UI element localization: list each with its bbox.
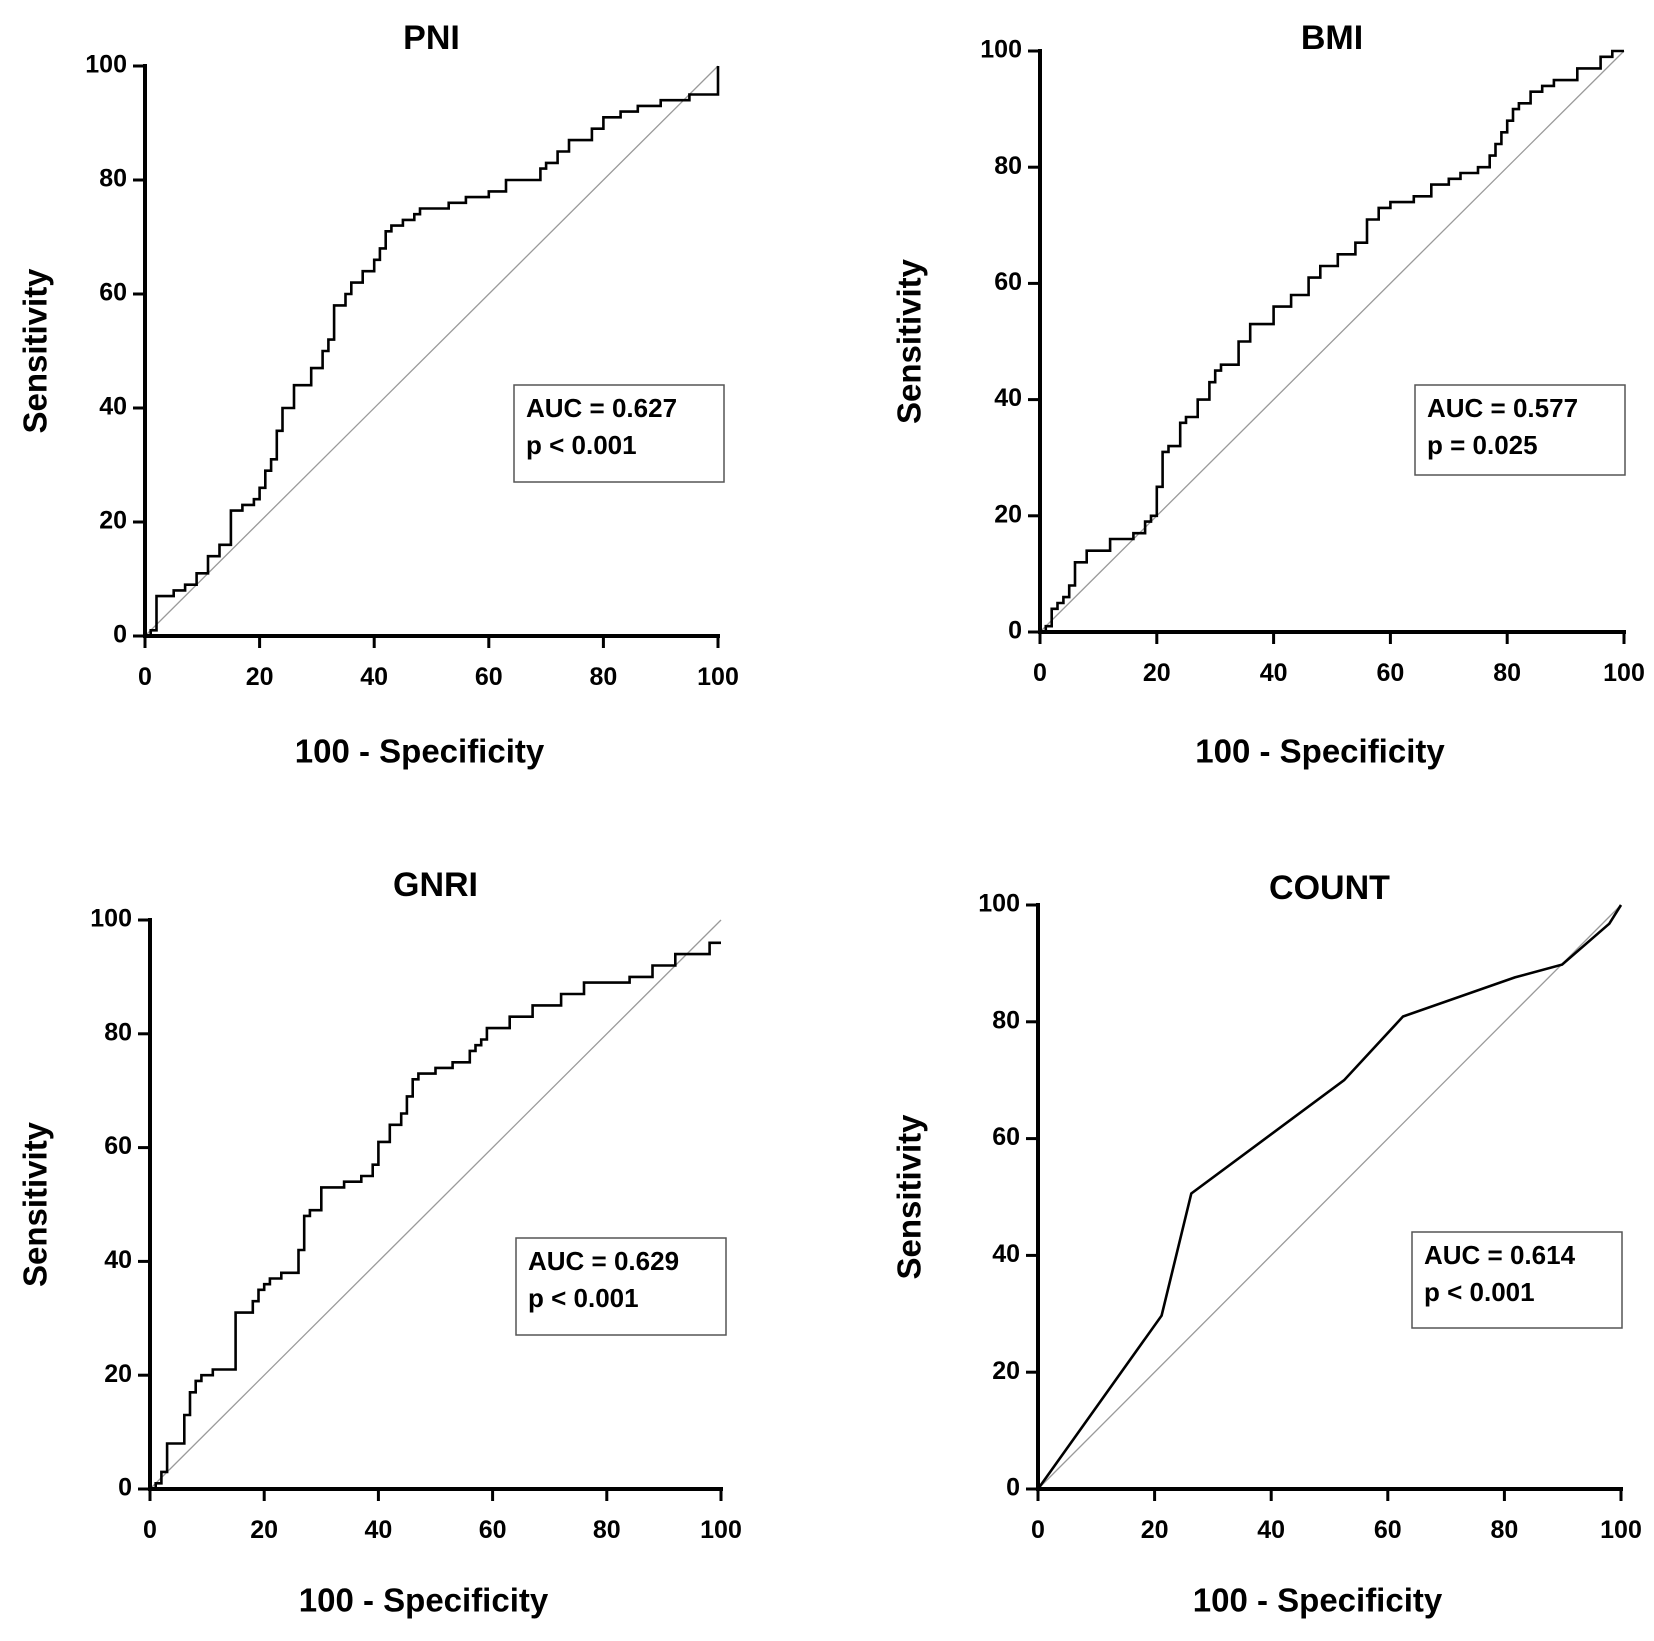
x-axis-label: 100 - Specificity [299, 1582, 549, 1619]
auc-box [513, 384, 725, 483]
roc-curve [1040, 49, 1624, 634]
y-tick-label: 60 [104, 1132, 132, 1160]
y-tick-label: 60 [992, 1123, 1020, 1151]
x-tick-label: 0 [143, 1516, 157, 1544]
roc-curve [1036, 904, 1623, 1490]
x-tick-label: 60 [1374, 1516, 1402, 1544]
x-tick-label: 40 [1257, 1516, 1285, 1544]
y-tick-label: 20 [104, 1360, 132, 1388]
auc-box [515, 1237, 727, 1336]
chart-title: PNI [403, 19, 460, 57]
p-value: p < 0.001 [526, 430, 637, 460]
p-value: p < 0.001 [1424, 1277, 1535, 1307]
y-axis-label: Sensitivity [891, 1114, 928, 1280]
auc-value: AUC = 0.627 [526, 393, 677, 423]
x-tick-label: 100 [1600, 1516, 1642, 1544]
x-tick-label: 60 [479, 1516, 507, 1544]
y-axis-label: Sensitivity [17, 1121, 54, 1287]
x-axis-label: 100 - Specificity [295, 733, 545, 770]
reference-line [144, 65, 719, 637]
reference-line [1037, 904, 1622, 1490]
x-axis-label: 100 - Specificity [1195, 733, 1445, 770]
y-tick-label: 80 [992, 1006, 1020, 1034]
y-tick-label: 100 [978, 890, 1020, 918]
roc-panel-bmi: BMI 0 20 40 60 80 100 0 20 40 60 80 100 100 - Specifi… [891, 19, 1645, 770]
x-tick-label: 80 [589, 663, 617, 691]
auc-value: AUC = 0.629 [528, 1246, 679, 1276]
y-tick-label: 100 [90, 905, 132, 933]
roc-panel-gnri: GNRI 0 20 40 60 80 100 0 20 40 60 80 100 100 - Specif… [17, 866, 742, 1619]
chart-title: GNRI [393, 866, 478, 904]
x-tick-label: 40 [364, 1516, 392, 1544]
x-tick-label: 20 [246, 663, 274, 691]
reference-line [149, 919, 722, 1490]
y-tick-label: 0 [118, 1474, 132, 1502]
y-tick-label: 40 [992, 1240, 1020, 1268]
x-tick-label: 0 [138, 663, 152, 691]
y-tick-label: 100 [980, 36, 1022, 64]
y-axis-label: Sensitivity [891, 258, 928, 424]
x-tick-label: 100 [700, 1516, 742, 1544]
roc-panel-count: COUNT 0 20 40 60 80 100 0 20 40 60 80 100 100 - Speci… [891, 869, 1642, 1619]
y-tick-label: 80 [104, 1018, 132, 1046]
x-axis-label: 100 - Specificity [1193, 1582, 1443, 1619]
x-tick-label: 20 [250, 1516, 278, 1544]
x-tick-label: 100 [697, 663, 739, 691]
x-tick-label: 80 [593, 1516, 621, 1544]
x-tick-label: 40 [1260, 659, 1288, 687]
x-tick-label: 40 [360, 663, 388, 691]
chart-title: COUNT [1269, 869, 1390, 907]
x-tick-label: 100 [1603, 659, 1645, 687]
x-tick-label: 60 [475, 663, 503, 691]
x-tick-label: 20 [1143, 659, 1171, 687]
auc-value: AUC = 0.577 [1427, 393, 1578, 423]
auc-box [1411, 1231, 1623, 1329]
y-tick-label: 20 [99, 507, 127, 535]
x-tick-label: 80 [1493, 659, 1521, 687]
y-tick-label: 0 [1006, 1474, 1020, 1502]
y-tick-label: 40 [994, 384, 1022, 412]
auc-box [1414, 384, 1626, 476]
reference-line [1039, 50, 1625, 633]
auc-value: AUC = 0.614 [1424, 1240, 1576, 1270]
p-value: p = 0.025 [1427, 430, 1538, 460]
x-tick-label: 80 [1490, 1516, 1518, 1544]
roc-panel-pni: PNI 0 20 40 60 80 100 0 20 40 60 80 100 100 - Specifi… [17, 19, 739, 770]
x-tick-label: 20 [1141, 1516, 1169, 1544]
y-tick-label: 20 [992, 1357, 1020, 1385]
x-tick-label: 0 [1031, 1516, 1045, 1544]
y-tick-label: 100 [85, 51, 127, 79]
roc-curve [145, 66, 720, 638]
chart-title: BMI [1301, 19, 1363, 57]
y-tick-label: 0 [1008, 617, 1022, 645]
p-value: p < 0.001 [528, 1283, 639, 1313]
y-tick-label: 80 [99, 165, 127, 193]
y-axis-label: Sensitivity [17, 268, 54, 434]
y-tick-label: 40 [104, 1246, 132, 1274]
x-tick-label: 0 [1033, 659, 1047, 687]
y-tick-label: 20 [994, 500, 1022, 528]
x-tick-label: 60 [1376, 659, 1404, 687]
y-tick-label: 60 [994, 268, 1022, 296]
roc-curve [150, 941, 721, 1491]
y-tick-label: 40 [99, 393, 127, 421]
y-tick-label: 80 [994, 152, 1022, 180]
y-tick-label: 60 [99, 279, 127, 307]
y-tick-label: 0 [113, 621, 127, 649]
